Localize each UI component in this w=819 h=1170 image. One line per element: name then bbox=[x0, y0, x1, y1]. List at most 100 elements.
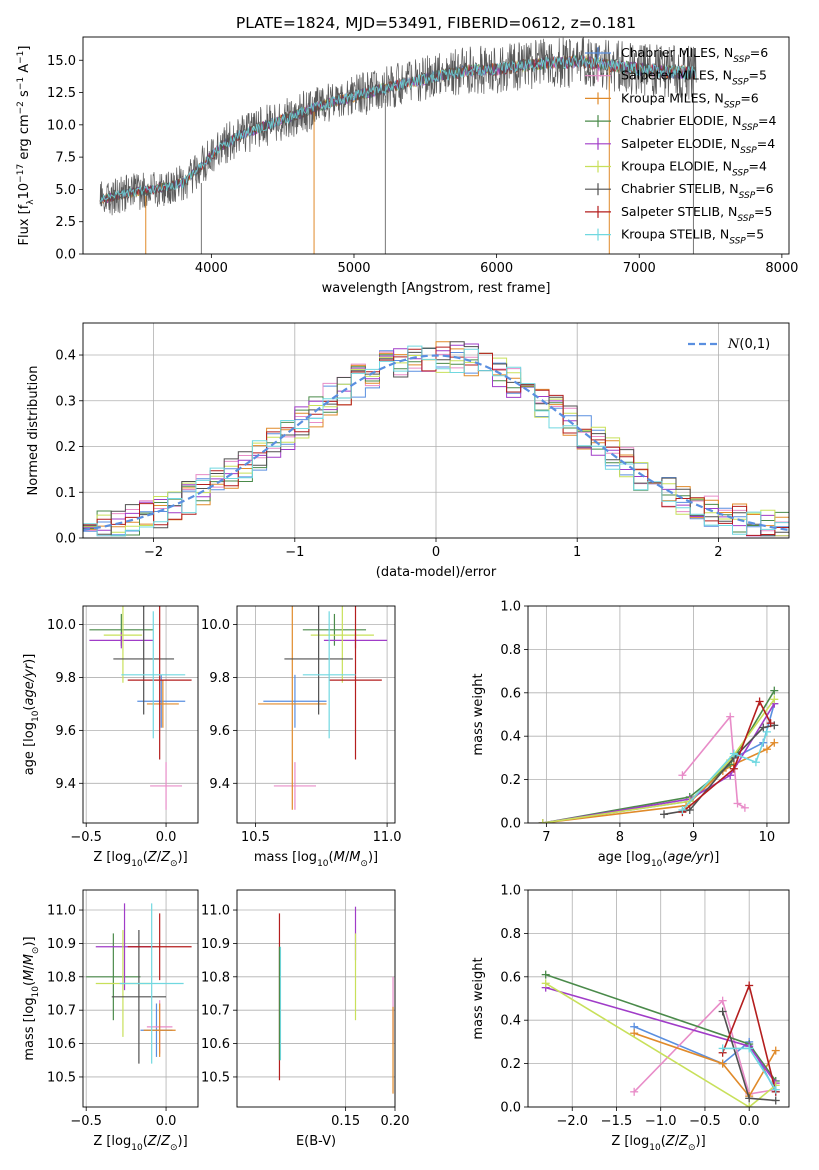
y-tick-label: 10.7 bbox=[201, 1004, 230, 1019]
axis-label-part: / bbox=[675, 1134, 680, 1149]
normal-curve bbox=[83, 354, 789, 532]
weight-series-kroupa_miles bbox=[542, 742, 775, 823]
axis-label-part: / bbox=[22, 965, 37, 970]
y-tick-label: 0.6 bbox=[500, 686, 521, 701]
x-tick-label: −2.0 bbox=[556, 1114, 588, 1129]
x-tick-label: 7000 bbox=[623, 261, 656, 276]
x-tick-label: 6000 bbox=[480, 261, 513, 276]
errorbars bbox=[89, 606, 192, 810]
y-tick-label: 11.0 bbox=[47, 904, 76, 919]
axis-label-part: 10 bbox=[651, 859, 663, 869]
y-tick-label: 9.8 bbox=[209, 671, 230, 686]
axes-frame bbox=[82, 889, 199, 1108]
axis-label-part: s bbox=[17, 90, 32, 101]
axis-label-part: ( bbox=[329, 850, 334, 865]
y-tick-label: 10.6 bbox=[47, 1037, 76, 1052]
legend-base: Kroupa STELIB, N bbox=[621, 227, 729, 242]
x-axis-label: E(B-V) bbox=[296, 1134, 336, 1149]
y-tick-label: 0.8 bbox=[500, 643, 521, 658]
y-tick-label: 9.6 bbox=[209, 724, 230, 739]
legend-sub: SSP bbox=[741, 123, 758, 133]
legend-sub: SSP bbox=[733, 55, 750, 65]
axis-label-part: )] bbox=[696, 1134, 706, 1149]
axis-label-part: ⊙ bbox=[688, 1143, 696, 1153]
x-tick-label: −1.0 bbox=[645, 1114, 677, 1129]
legend-tail: =5 bbox=[746, 227, 764, 242]
y-tick-label: 5.0 bbox=[55, 183, 76, 198]
axis-label-part: M bbox=[334, 850, 345, 865]
legend-entry: Salpeter ELODIE, NSSP=4 bbox=[621, 136, 775, 156]
legend-tail: =5 bbox=[754, 204, 772, 219]
spectrum-series-kroupa_stelib bbox=[99, 54, 697, 203]
legend-entry: N(0,1) bbox=[727, 337, 770, 352]
legend-sub: SSP bbox=[739, 191, 756, 201]
legend-sub: SSP bbox=[732, 78, 749, 88]
legend-tail: =4 bbox=[757, 136, 775, 151]
y-tick-label: 0.2 bbox=[55, 440, 76, 455]
axis-label-part: M bbox=[22, 970, 37, 981]
weight-lines bbox=[538, 686, 779, 823]
x-tick-label: 8 bbox=[616, 830, 624, 845]
y-tick-label: 9.4 bbox=[55, 777, 76, 792]
axis-label-part: / bbox=[345, 850, 350, 865]
axis-label-part: )] bbox=[178, 850, 188, 865]
weight-series-kroupa_stelib bbox=[681, 731, 768, 811]
axis-label-part: 10 bbox=[649, 1143, 661, 1153]
legend-sub: SSP bbox=[724, 100, 741, 110]
axis-label-part: Z bbox=[678, 1134, 689, 1149]
legend-tail: =6 bbox=[750, 45, 768, 60]
x-tick-label: −0.5 bbox=[689, 1114, 721, 1129]
axis-label-part: Z bbox=[147, 1134, 158, 1149]
y-tick-label: 10.5 bbox=[47, 1070, 76, 1085]
axis-label-part: −2 bbox=[16, 101, 26, 114]
weight-series-kroupa_miles bbox=[633, 1032, 777, 1098]
y-tick-label: 10.7 bbox=[47, 1004, 76, 1019]
figure-title: PLATE=1824, MJD=53491, FIBERID=0612, z=0… bbox=[236, 14, 636, 32]
x-tick-label: 5000 bbox=[337, 261, 370, 276]
axis-label-part: M bbox=[22, 954, 37, 965]
legend-base: Kroupa ELODIE, N bbox=[621, 159, 732, 174]
axis-label-part: 10 bbox=[17, 183, 32, 200]
x-tick-label: 0.0 bbox=[156, 1114, 177, 1129]
axis-label-part: age [log bbox=[22, 722, 37, 775]
axes-frame bbox=[82, 36, 790, 255]
y-tick-label: 0.0 bbox=[500, 1101, 521, 1116]
legend-base: Salpeter MILES, N bbox=[621, 68, 732, 83]
y-tick-label: 0.4 bbox=[55, 349, 76, 364]
y-tick-label: 0.0 bbox=[500, 817, 521, 832]
x-tick-label: −1.5 bbox=[601, 1114, 633, 1129]
y-tick-label: 0.2 bbox=[500, 773, 521, 788]
y-tick-label: 9.6 bbox=[55, 724, 76, 739]
y-axis-label: age [log10(age/yr)] bbox=[22, 654, 41, 776]
y-tick-label: 10.0 bbox=[47, 618, 76, 633]
errorbars bbox=[278, 906, 394, 1094]
legend-tail: =4 bbox=[758, 113, 776, 128]
x-tick-label: −1 bbox=[285, 545, 304, 560]
axes-frame bbox=[236, 605, 396, 824]
x-axis-label: Z [log10(Z/Z⊙)] bbox=[611, 1134, 705, 1153]
axis-label-part: ( bbox=[143, 1134, 148, 1149]
axis-label-part: / bbox=[157, 1134, 162, 1149]
axes-frame bbox=[236, 889, 396, 1108]
y-tick-label: 0.8 bbox=[500, 927, 521, 942]
axis-label-part: Z bbox=[147, 850, 158, 865]
legend-entry: Chabrier MILES, NSSP=6 bbox=[621, 45, 768, 65]
axis-label-part: )] bbox=[178, 1134, 188, 1149]
axis-label-part: 10 bbox=[131, 1143, 143, 1153]
x-tick-label: −0.5 bbox=[70, 830, 102, 845]
axis-label-part: Z bbox=[160, 850, 171, 865]
errorbars bbox=[258, 606, 388, 810]
z-age-panel: −0.5 0.09.49.69.810.0Z [log10(Z/Z⊙)]age [… bbox=[22, 605, 199, 869]
axis-label-part: ⊙ bbox=[170, 859, 178, 869]
x-axis-label: mass [log10(M/M⊙)] bbox=[254, 850, 378, 869]
axis-label-part: mass weight bbox=[471, 957, 486, 1039]
y-tick-label: 9.8 bbox=[55, 671, 76, 686]
x-axis-label: wavelength [Angstrom, rest frame] bbox=[322, 281, 551, 296]
legend-base: Kroupa MILES, N bbox=[621, 90, 724, 105]
y-tick-label: 12.5 bbox=[47, 86, 76, 101]
errorbars bbox=[86, 903, 192, 1064]
legend-tail: =6 bbox=[755, 181, 773, 196]
legend-symbol: N bbox=[727, 337, 740, 352]
axis-label-part: Z [log bbox=[611, 1134, 649, 1149]
